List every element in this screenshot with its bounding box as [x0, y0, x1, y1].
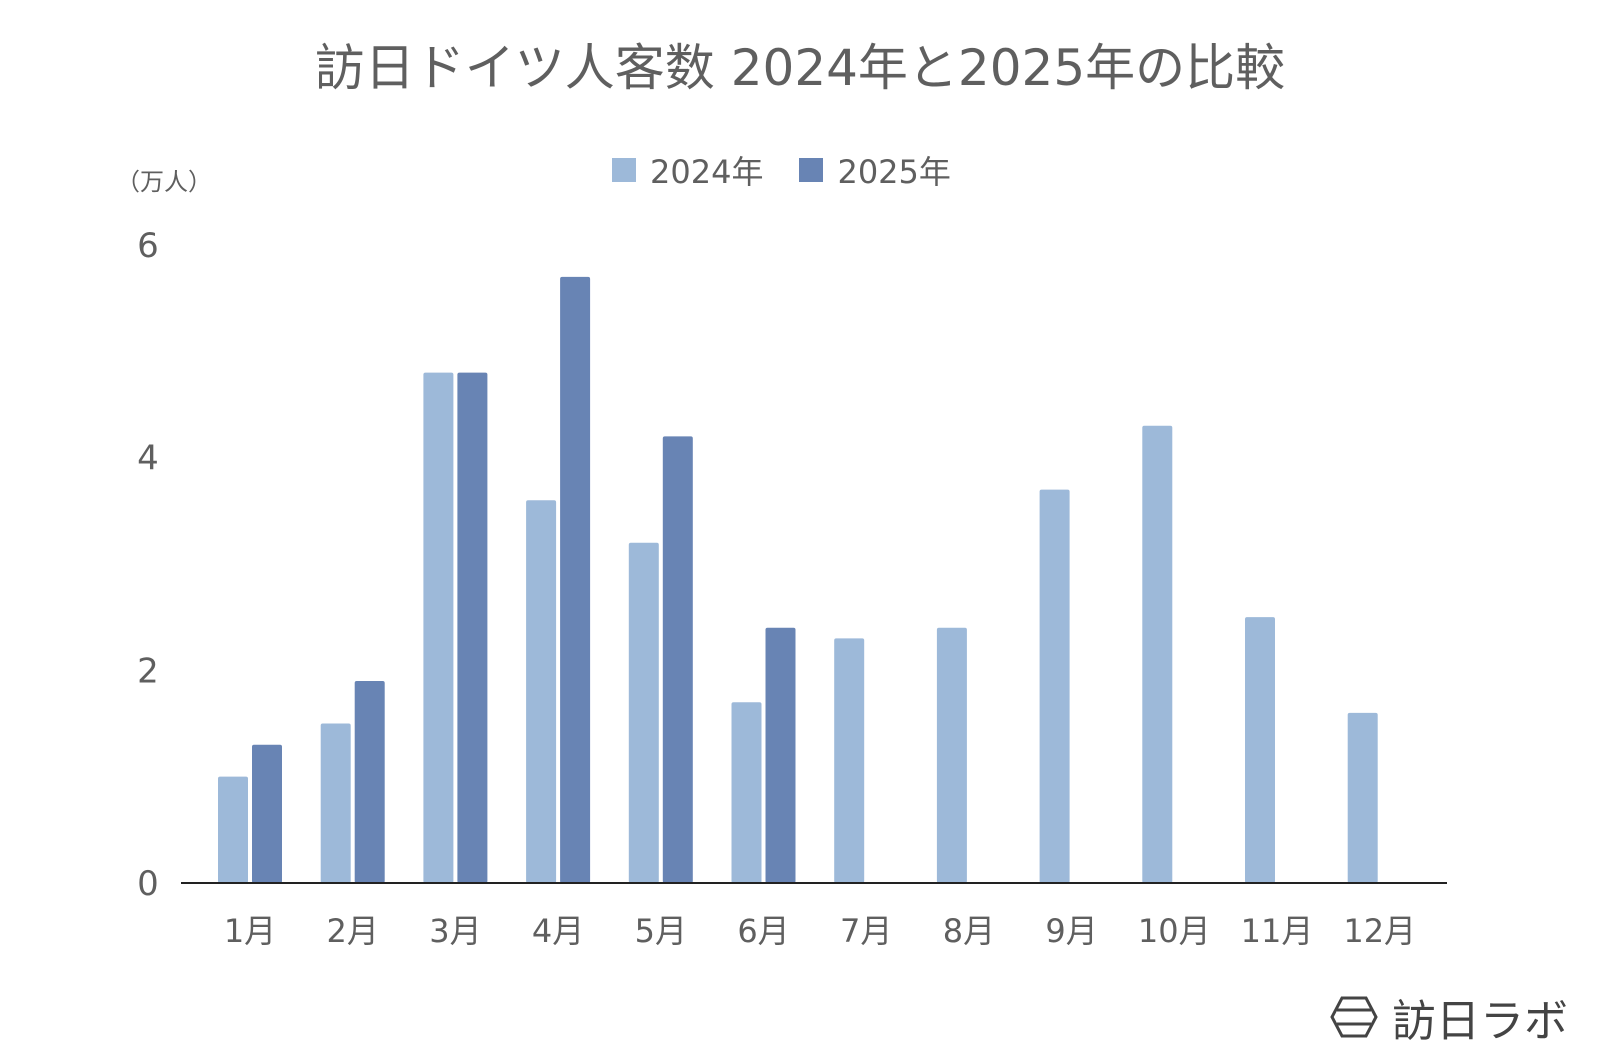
- legend-label-2025: 2025年: [837, 153, 951, 191]
- legend-item-2025: 2025年: [799, 147, 951, 193]
- y-tick-label: 2: [137, 651, 159, 691]
- bar-2025-5: [662, 436, 693, 883]
- bar-2024-5: [628, 542, 659, 883]
- bar-2025-3: [457, 372, 488, 883]
- bar-2024-6: [731, 702, 762, 883]
- x-tick-label: 10月: [1138, 912, 1211, 950]
- y-tick-label: 6: [137, 226, 159, 266]
- y-tick-label: 4: [137, 439, 159, 479]
- x-tick-label: 7月: [840, 912, 892, 950]
- bar-2024-9: [1039, 489, 1070, 883]
- x-tick-label: 12月: [1343, 912, 1416, 950]
- legend-label-2024: 2024年: [650, 153, 764, 191]
- y-tick-label: 0: [137, 864, 159, 904]
- x-tick-label: 9月: [1045, 912, 1097, 950]
- x-tick-label: 11月: [1241, 912, 1314, 950]
- bar-2024-7: [834, 638, 865, 883]
- x-tick-label: 5月: [635, 912, 687, 950]
- bar-2024-1: [218, 776, 248, 883]
- watermark-text: 訪日ラボ: [1392, 996, 1568, 1047]
- bar-2024-3: [423, 372, 454, 883]
- chart-title: 訪日ドイツ人客数 2024年と2025年の比較: [314, 39, 1286, 97]
- bar-2025-6: [765, 627, 796, 883]
- x-tick-label: 8月: [943, 912, 995, 950]
- bar-2024-12: [1347, 712, 1378, 883]
- legend: 2024年 2025年: [612, 152, 951, 191]
- bar-2024-4: [526, 500, 557, 883]
- bar-2025-1: [252, 744, 282, 883]
- bar-2024-10: [1142, 425, 1173, 883]
- x-tick-label: 3月: [429, 912, 481, 950]
- legend-swatch-2025: [799, 158, 824, 182]
- bar-2024-11: [1245, 617, 1275, 883]
- x-tick-label: 6月: [737, 912, 789, 950]
- bar-2025-4: [560, 276, 591, 883]
- bar-2024-2: [320, 723, 351, 883]
- bar-2025-2: [354, 680, 385, 883]
- x-tick-label: 2月: [327, 912, 379, 950]
- watermark-logo-icon: [1330, 996, 1378, 1038]
- legend-swatch-2024: [612, 158, 636, 182]
- bar-2024-8: [936, 627, 967, 883]
- y-axis-unit-label: （万人）: [116, 168, 212, 196]
- legend-item-2024: 2024年: [612, 147, 763, 193]
- watermark: 訪日ラボ: [1330, 985, 1568, 1049]
- x-tick-label: 4月: [532, 912, 584, 950]
- x-tick-label: 1月: [224, 912, 276, 950]
